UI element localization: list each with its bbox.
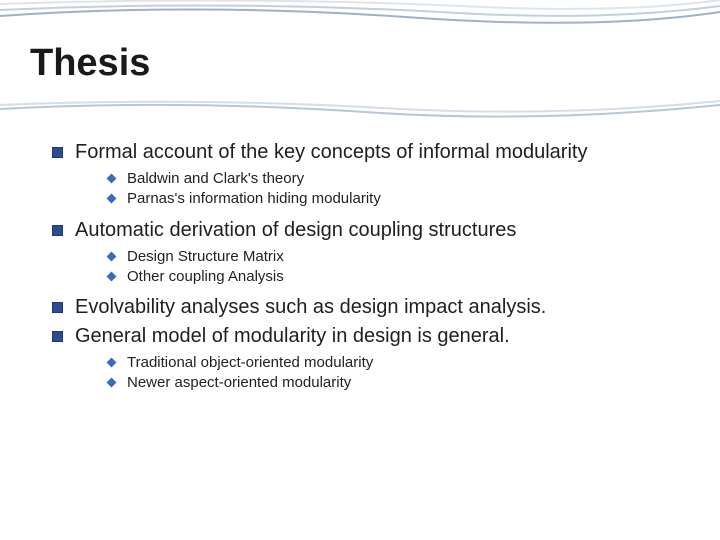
- diamond-bullet-icon: [107, 174, 117, 184]
- bullet-level1: General model of modularity in design is…: [52, 324, 662, 349]
- bullet-level1: Formal account of the key concepts of in…: [52, 140, 662, 165]
- diamond-bullet-icon: [107, 251, 117, 261]
- sub-bullet-block: Baldwin and Clark's theory Parnas's info…: [108, 169, 662, 210]
- square-bullet-icon: [52, 147, 63, 158]
- diamond-bullet-icon: [107, 358, 117, 368]
- top-swoosh-decoration: [0, 0, 720, 44]
- bullet-level2-text: Other coupling Analysis: [127, 267, 284, 287]
- title-underline-swoosh: [0, 95, 720, 125]
- square-bullet-icon: [52, 331, 63, 342]
- sub-bullet-block: Design Structure Matrix Other coupling A…: [108, 247, 662, 288]
- bullet-level1: Automatic derivation of design coupling …: [52, 218, 662, 243]
- bullet-level1-text: Automatic derivation of design coupling …: [75, 218, 516, 243]
- bullet-level1-text: Evolvability analyses such as design imp…: [75, 295, 546, 320]
- bullet-level2-text: Traditional object-oriented modularity: [127, 353, 373, 373]
- diamond-bullet-icon: [107, 194, 117, 204]
- bullet-level1-text: General model of modularity in design is…: [75, 324, 510, 349]
- square-bullet-icon: [52, 225, 63, 236]
- sub-bullet-block: Traditional object-oriented modularity N…: [108, 353, 662, 394]
- bullet-level2-text: Newer aspect-oriented modularity: [127, 373, 351, 393]
- bullet-level2: Newer aspect-oriented modularity: [108, 373, 662, 393]
- diamond-bullet-icon: [107, 271, 117, 281]
- bullet-level1: Evolvability analyses such as design imp…: [52, 295, 662, 320]
- bullet-level2-text: Baldwin and Clark's theory: [127, 169, 304, 189]
- bullet-level2-text: Parnas's information hiding modularity: [127, 189, 381, 209]
- slide-title: Thesis: [30, 42, 150, 85]
- bullet-level2: Design Structure Matrix: [108, 247, 662, 267]
- bullet-level2-text: Design Structure Matrix: [127, 247, 284, 267]
- bullet-level2: Traditional object-oriented modularity: [108, 353, 662, 373]
- bullet-level2: Baldwin and Clark's theory: [108, 169, 662, 189]
- bullet-level1-text: Formal account of the key concepts of in…: [75, 140, 587, 165]
- square-bullet-icon: [52, 302, 63, 313]
- bullet-level2: Other coupling Analysis: [108, 267, 662, 287]
- content-area: Formal account of the key concepts of in…: [52, 140, 662, 402]
- bullet-level2: Parnas's information hiding modularity: [108, 189, 662, 209]
- diamond-bullet-icon: [107, 378, 117, 388]
